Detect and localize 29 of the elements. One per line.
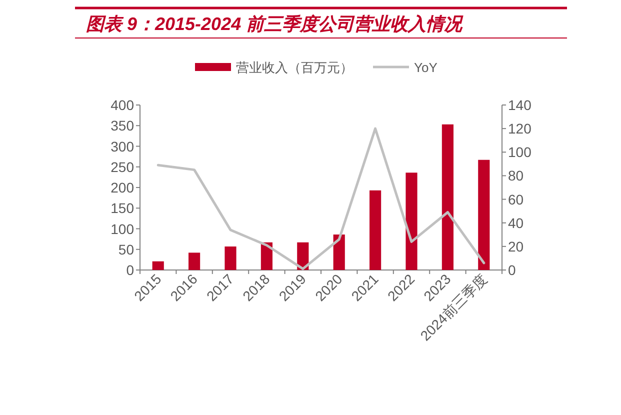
y2-tick-label: 140 [508,97,532,113]
y2-tick-label: 60 [508,191,524,208]
bar [370,190,382,270]
bar [152,261,164,270]
bar [224,246,236,270]
bar [406,172,418,270]
bar [478,160,490,270]
y-tick-label: 0 [126,262,134,278]
y-tick-label: 150 [110,200,134,216]
y2-tick-label: 20 [508,238,524,254]
bar [188,252,200,270]
y-tick-label: 50 [118,241,134,258]
y2-tick-label: 40 [508,214,524,231]
y-tick-label: 350 [110,118,134,134]
legend-label: YoY [414,60,438,75]
y-tick-label: 200 [110,180,134,196]
y2-tick-label: 100 [508,144,532,160]
chart-title: 图表 9：2015-2024 前三季度公司营业收入情况 [86,14,464,34]
bar [442,124,454,270]
legend-label: 营业收入（百万元） [236,60,353,75]
y-tick-label: 250 [110,158,134,175]
y-tick-label: 400 [110,97,134,113]
line-series [156,127,486,270]
bar [333,234,345,270]
y-tick-label: 300 [110,138,134,154]
y-tick-label: 100 [110,220,134,237]
y2-tick-label: 80 [508,168,524,184]
y2-tick-label: 0 [508,262,516,278]
y2-tick-label: 120 [508,120,532,137]
